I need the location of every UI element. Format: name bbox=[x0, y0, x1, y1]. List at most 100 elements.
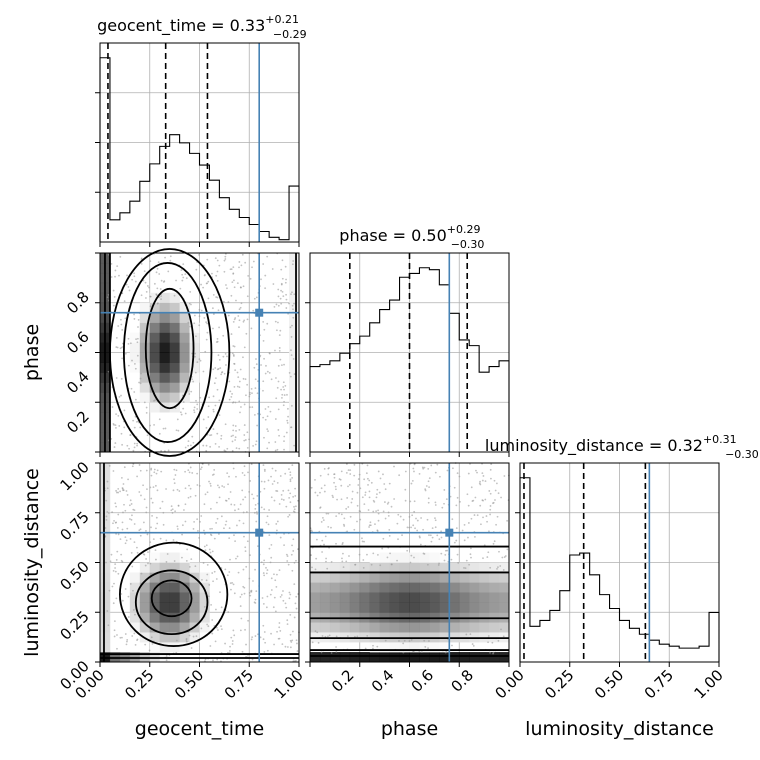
sample-point bbox=[274, 610, 277, 613]
sample-point bbox=[105, 499, 108, 502]
sample-point bbox=[247, 274, 250, 277]
sample-point bbox=[149, 260, 152, 263]
sample-point bbox=[195, 399, 197, 402]
density-cell bbox=[289, 392, 300, 403]
density-cell bbox=[159, 292, 170, 304]
sample-point bbox=[155, 294, 158, 296]
sample-point bbox=[129, 583, 132, 585]
sample-point bbox=[290, 426, 292, 429]
sample-point bbox=[347, 469, 350, 472]
truth-marker bbox=[255, 308, 264, 317]
sample-point bbox=[160, 298, 162, 301]
sample-point bbox=[243, 319, 246, 322]
sample-point bbox=[133, 272, 136, 275]
sample-point bbox=[213, 537, 216, 540]
density-cell bbox=[189, 352, 200, 363]
sample-point bbox=[220, 628, 223, 631]
sample-point bbox=[422, 552, 425, 555]
sample-point bbox=[266, 370, 269, 373]
sample-point bbox=[155, 271, 158, 274]
sample-point bbox=[113, 582, 115, 585]
sample-point bbox=[276, 448, 279, 451]
sample-point bbox=[212, 659, 214, 662]
sample-point bbox=[232, 401, 235, 404]
density-cell bbox=[159, 642, 170, 653]
density-cell bbox=[329, 602, 341, 613]
sample-point bbox=[490, 477, 492, 480]
sample-point bbox=[114, 424, 117, 427]
sample-point bbox=[191, 472, 194, 474]
sample-point bbox=[402, 642, 405, 645]
sample-point bbox=[139, 469, 142, 472]
density-cell bbox=[169, 362, 180, 373]
sample-point bbox=[372, 647, 374, 650]
sample-point bbox=[165, 488, 167, 490]
sample-point bbox=[289, 633, 292, 636]
density-cell bbox=[419, 562, 430, 573]
sample-point bbox=[126, 640, 128, 643]
sample-point bbox=[347, 506, 350, 508]
sample-point bbox=[203, 545, 206, 548]
sample-point bbox=[115, 489, 117, 492]
sample-point bbox=[330, 526, 332, 529]
sample-point bbox=[235, 447, 238, 449]
sample-point bbox=[115, 413, 117, 416]
sample-point bbox=[207, 463, 210, 466]
sample-point bbox=[122, 483, 125, 485]
sample-point bbox=[154, 549, 157, 552]
sample-point bbox=[364, 494, 367, 496]
sample-point bbox=[137, 326, 139, 328]
sample-point bbox=[323, 484, 326, 487]
sample-point bbox=[127, 478, 129, 481]
sample-point bbox=[130, 387, 133, 390]
density-cell bbox=[159, 322, 170, 333]
sample-point bbox=[354, 563, 357, 566]
density-cell bbox=[349, 622, 361, 633]
sample-point bbox=[472, 644, 475, 647]
sample-point bbox=[145, 406, 148, 409]
sample-point bbox=[255, 440, 258, 443]
sample-point bbox=[232, 355, 235, 357]
sample-point bbox=[138, 529, 141, 532]
sample-point bbox=[165, 659, 168, 662]
sample-point bbox=[468, 563, 471, 566]
sample-point bbox=[238, 326, 240, 329]
sample-point bbox=[267, 523, 270, 526]
sample-point bbox=[271, 268, 274, 270]
sample-point bbox=[410, 639, 413, 641]
sample-point bbox=[121, 560, 124, 563]
sample-point bbox=[291, 324, 293, 327]
sample-point bbox=[252, 445, 255, 447]
sample-point bbox=[134, 398, 137, 401]
sample-point bbox=[268, 534, 271, 537]
sample-point bbox=[149, 562, 152, 565]
sample-point bbox=[427, 480, 430, 483]
sample-point bbox=[178, 490, 181, 492]
sample-point bbox=[268, 352, 271, 354]
sample-point bbox=[133, 426, 136, 429]
sample-point bbox=[493, 540, 496, 543]
sample-point bbox=[279, 358, 282, 361]
sample-point bbox=[112, 304, 115, 307]
density-cell bbox=[369, 622, 380, 633]
density-cell bbox=[329, 562, 341, 573]
sample-point bbox=[230, 435, 233, 438]
density-cell bbox=[329, 592, 341, 603]
sample-point bbox=[198, 536, 201, 539]
density-cell bbox=[289, 352, 300, 363]
sample-point bbox=[406, 549, 409, 552]
sample-point bbox=[233, 279, 235, 282]
sample-point bbox=[212, 410, 215, 413]
sample-point bbox=[362, 559, 365, 561]
sample-point bbox=[349, 473, 352, 475]
sample-point bbox=[286, 419, 289, 422]
sample-point bbox=[268, 547, 271, 550]
sample-point bbox=[284, 385, 287, 387]
sample-point bbox=[226, 355, 228, 358]
sample-point bbox=[235, 430, 237, 432]
density-cell bbox=[149, 372, 160, 383]
sample-point bbox=[209, 485, 212, 487]
density-cell bbox=[179, 612, 190, 623]
sample-point bbox=[120, 394, 122, 397]
sample-point bbox=[211, 619, 214, 621]
